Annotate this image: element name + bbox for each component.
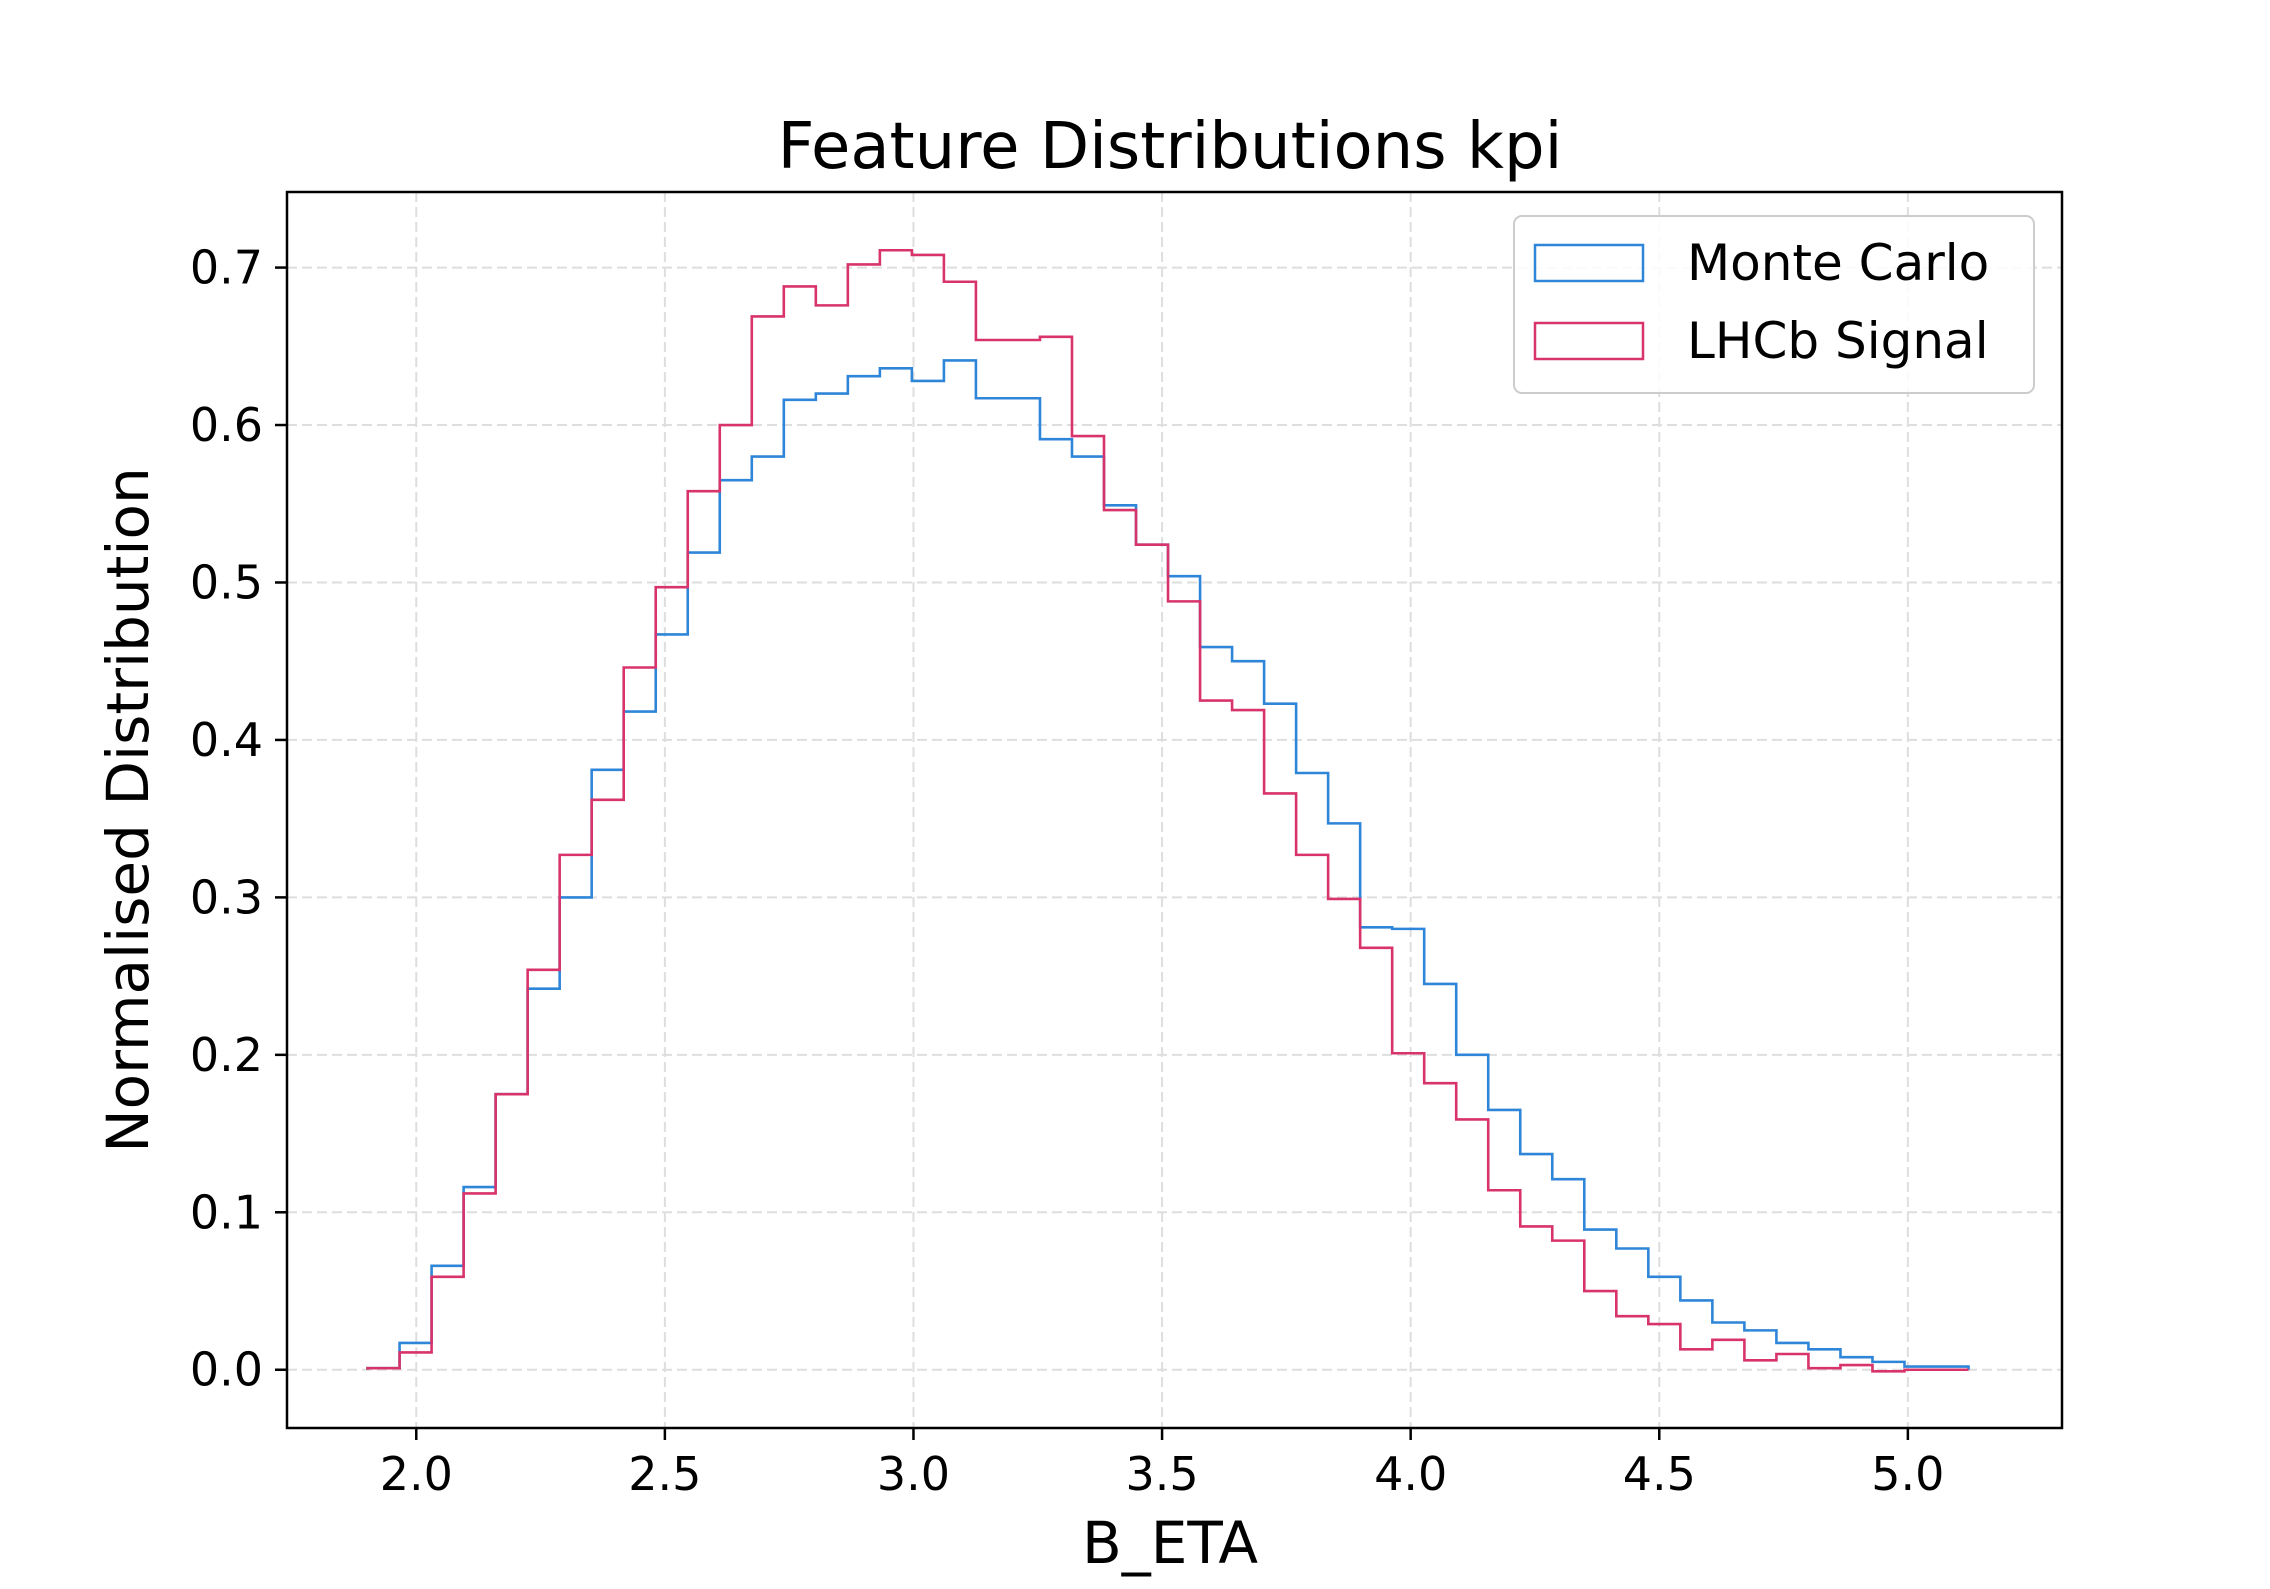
legend-label-monte-carlo: Monte Carlo xyxy=(1687,234,1989,292)
series-lhcb-signal xyxy=(366,248,1969,1373)
x-tick-label: 3.0 xyxy=(877,1447,950,1501)
x-tick-label: 2.0 xyxy=(380,1447,453,1501)
y-tick-label: 0.0 xyxy=(190,1343,263,1397)
x-tick-label: 4.0 xyxy=(1374,1447,1447,1501)
x-axis-label: B_ETA xyxy=(1082,1509,1258,1577)
legend-swatch-lhcb-signal xyxy=(1533,321,1645,361)
y-tick-label: 0.3 xyxy=(190,870,263,924)
y-axis-label: Normalised Distribution xyxy=(94,467,162,1153)
y-tick-label: 0.7 xyxy=(190,241,263,295)
y-tick-label: 0.5 xyxy=(190,555,263,609)
y-tick-label: 0.2 xyxy=(190,1028,263,1082)
x-tick-label: 2.5 xyxy=(628,1447,701,1501)
x-tick-label: 3.5 xyxy=(1125,1447,1198,1501)
y-tick-label: 0.1 xyxy=(190,1185,263,1239)
y-tick-label: 0.4 xyxy=(190,713,263,767)
y-tick-label: 0.6 xyxy=(190,398,263,452)
series-layer xyxy=(366,248,1970,1373)
plot-frame xyxy=(285,190,2064,1430)
y-axis-ticks: 0.0 0.1 0.2 0.3 0.4 0.5 0.6 0.7 xyxy=(190,241,287,1397)
x-tick-label: 5.0 xyxy=(1871,1447,1944,1501)
x-axis-ticks: 2.0 2.5 3.0 3.5 4.0 4.5 5.0 xyxy=(380,1428,1944,1501)
x-tick-label: 4.5 xyxy=(1623,1447,1696,1501)
chart-title: Feature Distributions kpi xyxy=(778,110,1563,184)
legend-label-lhcb-signal: LHCb Signal xyxy=(1687,312,1989,370)
legend: Monte Carlo LHCb Signal xyxy=(1513,215,2035,394)
legend-swatch-monte-carlo xyxy=(1533,243,1645,283)
